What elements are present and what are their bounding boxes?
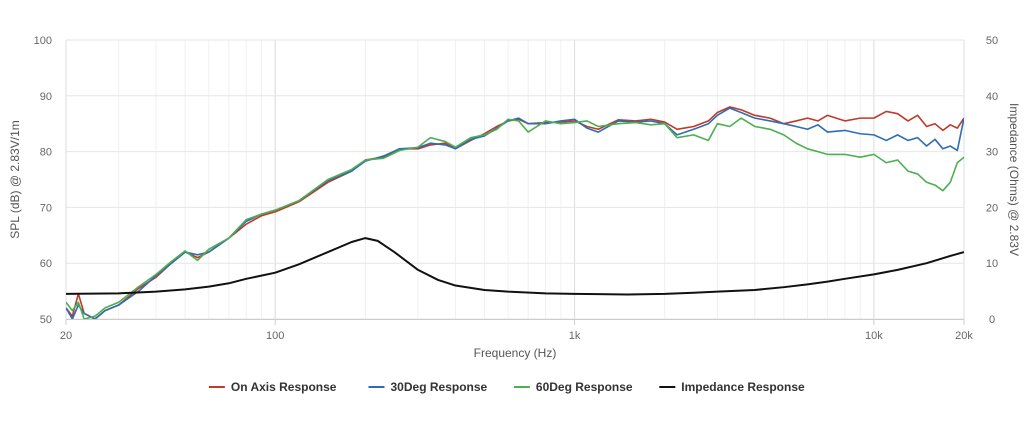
grid [65, 39, 965, 320]
series-lines [66, 106, 964, 320]
legend-label: Impedance Response [681, 380, 805, 394]
y2-tick-label: 0 [989, 314, 995, 326]
legend-item[interactable]: 30Deg Response [368, 380, 488, 394]
y2-tick-label: 20 [986, 202, 998, 214]
legend: On Axis Response 30Deg Response 60Deg Resp… [208, 380, 805, 394]
y-tick-label: 80 [40, 147, 52, 159]
x-tick-label: 100 [266, 330, 284, 342]
legend-item[interactable]: 60Deg Response [513, 380, 633, 394]
legend-label: On Axis Response [231, 380, 337, 394]
y2-tick-label: 30 [986, 147, 998, 159]
y2-tick-label: 40 [986, 91, 998, 103]
series-line-3[interactable] [66, 117, 964, 320]
y2-axis-title: Impedance (Ohms) @ 2.83V [1007, 103, 1021, 256]
x-tick-label: 20 [60, 330, 72, 342]
x-tick-label: 20k [955, 330, 973, 342]
series-line-4[interactable] [66, 237, 964, 296]
y2-tick-label: 10 [986, 258, 998, 270]
x-axis-title: Frequency (Hz) [474, 346, 557, 360]
legend-label: 30Deg Response [391, 380, 488, 394]
legend-label: 60Deg Response [536, 380, 633, 394]
y2-tick-label: 50 [986, 35, 998, 47]
y-tick-label: 60 [40, 258, 52, 270]
y-tick-label: 70 [40, 202, 52, 214]
y-tick-label: 50 [40, 314, 52, 326]
axes: Frequency (Hz) SPL (dB) @ 2.83V/1m Imped… [8, 35, 1021, 360]
legend-item[interactable]: On Axis Response [208, 380, 337, 394]
y-tick-label: 100 [34, 35, 52, 47]
legend-item[interactable]: Impedance Response [659, 380, 805, 394]
y-tick-label: 90 [40, 91, 52, 103]
x-tick-label: 1k [569, 330, 581, 342]
x-tick-label: 10k [865, 330, 883, 342]
y-axis-title: SPL (dB) @ 2.83V/1m [8, 120, 22, 238]
